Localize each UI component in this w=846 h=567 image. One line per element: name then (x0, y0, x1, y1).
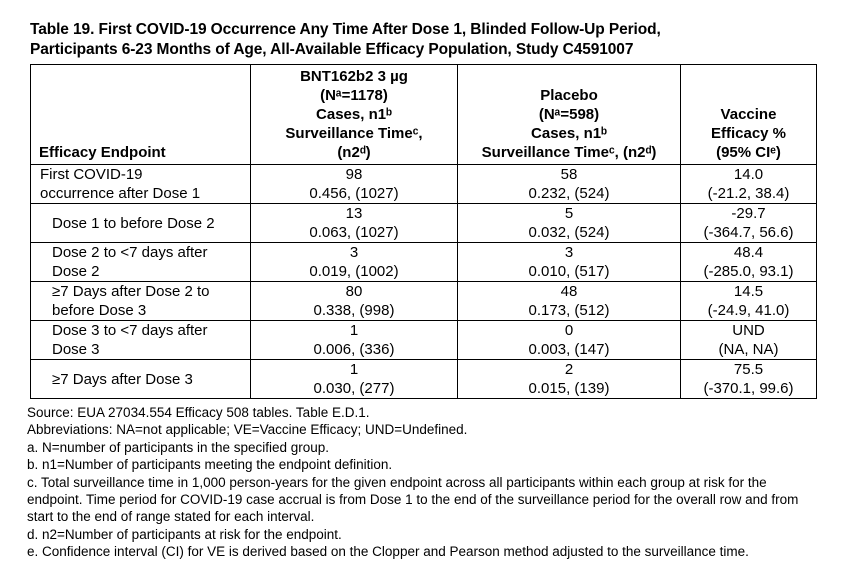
footnote-source: Source: EUA 27034.554 Efficacy 508 table… (27, 405, 370, 420)
vaccine-efficacy-cell: 14.5 (-24.9, 41.0) (680, 281, 817, 321)
endpoint-cell: ≥7 Days after Dose 3 (30, 359, 251, 399)
footnote-e: e. Confidence interval (CI) for VE is de… (27, 544, 749, 560)
header-bnt162b2-group: BNT162b2 3 µg (Nᵃ=1178) Cases, n1ᵇ Surve… (250, 64, 458, 165)
placebo-cell: 0 0.003, (147) (457, 320, 681, 360)
footnotes: Source: EUA 27034.554 Efficacy 508 table… (27, 404, 820, 561)
footnote-a: a. N=number of participants in the speci… (27, 439, 330, 455)
bnt162b2-cell: 1 0.030, (277) (250, 359, 458, 399)
table-row: ≥7 Days after Dose 3 1 0.030, (277) 2 0.… (30, 359, 817, 399)
bnt162b2-cell: 3 0.019, (1002) (250, 242, 458, 282)
table-row: First COVID-19 occurrence after Dose 1 9… (30, 164, 817, 204)
placebo-cell: 48 0.173, (512) (457, 281, 681, 321)
table-row: Dose 1 to before Dose 2 13 0.063, (1027)… (30, 203, 817, 243)
header-efficacy-endpoint: Efficacy Endpoint (30, 64, 251, 165)
vaccine-efficacy-cell: 75.5 (-370.1, 99.6) (680, 359, 817, 399)
table-row: Dose 3 to <7 days after Dose 3 1 0.006, … (30, 320, 817, 360)
placebo-cell: 2 0.015, (139) (457, 359, 681, 399)
header-vaccine-efficacy: Vaccine Efficacy % (95% CIᵉ) (680, 64, 817, 165)
placebo-cell: 58 0.232, (524) (457, 164, 681, 204)
footnote-abbreviations: Abbreviations: NA=not applicable; VE=Vac… (27, 422, 468, 438)
table-title: Table 19. First COVID-19 Occurrence Any … (30, 21, 661, 58)
footnote-c: c. Total surveillance time in 1,000 pers… (27, 474, 799, 525)
bnt162b2-cell: 80 0.338, (998) (250, 281, 458, 321)
footnote-b: b. n1=Number of participants meeting the… (27, 457, 393, 473)
efficacy-table: Efficacy Endpoint BNT162b2 3 µg (Nᵃ=1178… (30, 64, 817, 399)
endpoint-cell: First COVID-19 occurrence after Dose 1 (30, 164, 251, 204)
vaccine-efficacy-cell: 48.4 (-285.0, 93.1) (680, 242, 817, 282)
bnt162b2-cell: 1 0.006, (336) (250, 320, 458, 360)
header-placebo-group: Placebo (Nᵃ=598) Cases, n1ᵇ Surveillance… (457, 64, 681, 165)
placebo-cell: 5 0.032, (524) (457, 203, 681, 243)
vaccine-efficacy-cell: -29.7 (-364.7, 56.6) (680, 203, 817, 243)
footnote-d: d. n2=Number of participants at risk for… (27, 526, 342, 542)
placebo-cell: 3 0.010, (517) (457, 242, 681, 282)
endpoint-cell: ≥7 Days after Dose 2 to before Dose 3 (30, 281, 251, 321)
vaccine-efficacy-cell: UND (NA, NA) (680, 320, 817, 360)
bnt162b2-cell: 98 0.456, (1027) (250, 164, 458, 204)
vaccine-efficacy-cell: 14.0 (-21.2, 38.4) (680, 164, 817, 204)
endpoint-cell: Dose 3 to <7 days after Dose 3 (30, 320, 251, 360)
table-header-row: Efficacy Endpoint BNT162b2 3 µg (Nᵃ=1178… (30, 64, 817, 165)
bnt162b2-cell: 13 0.063, (1027) (250, 203, 458, 243)
endpoint-cell: Dose 2 to <7 days after Dose 2 (30, 242, 251, 282)
endpoint-cell: Dose 1 to before Dose 2 (30, 203, 251, 243)
table-row: Dose 2 to <7 days after Dose 2 3 0.019, … (30, 242, 817, 282)
table-row: ≥7 Days after Dose 2 to before Dose 3 80… (30, 281, 817, 321)
